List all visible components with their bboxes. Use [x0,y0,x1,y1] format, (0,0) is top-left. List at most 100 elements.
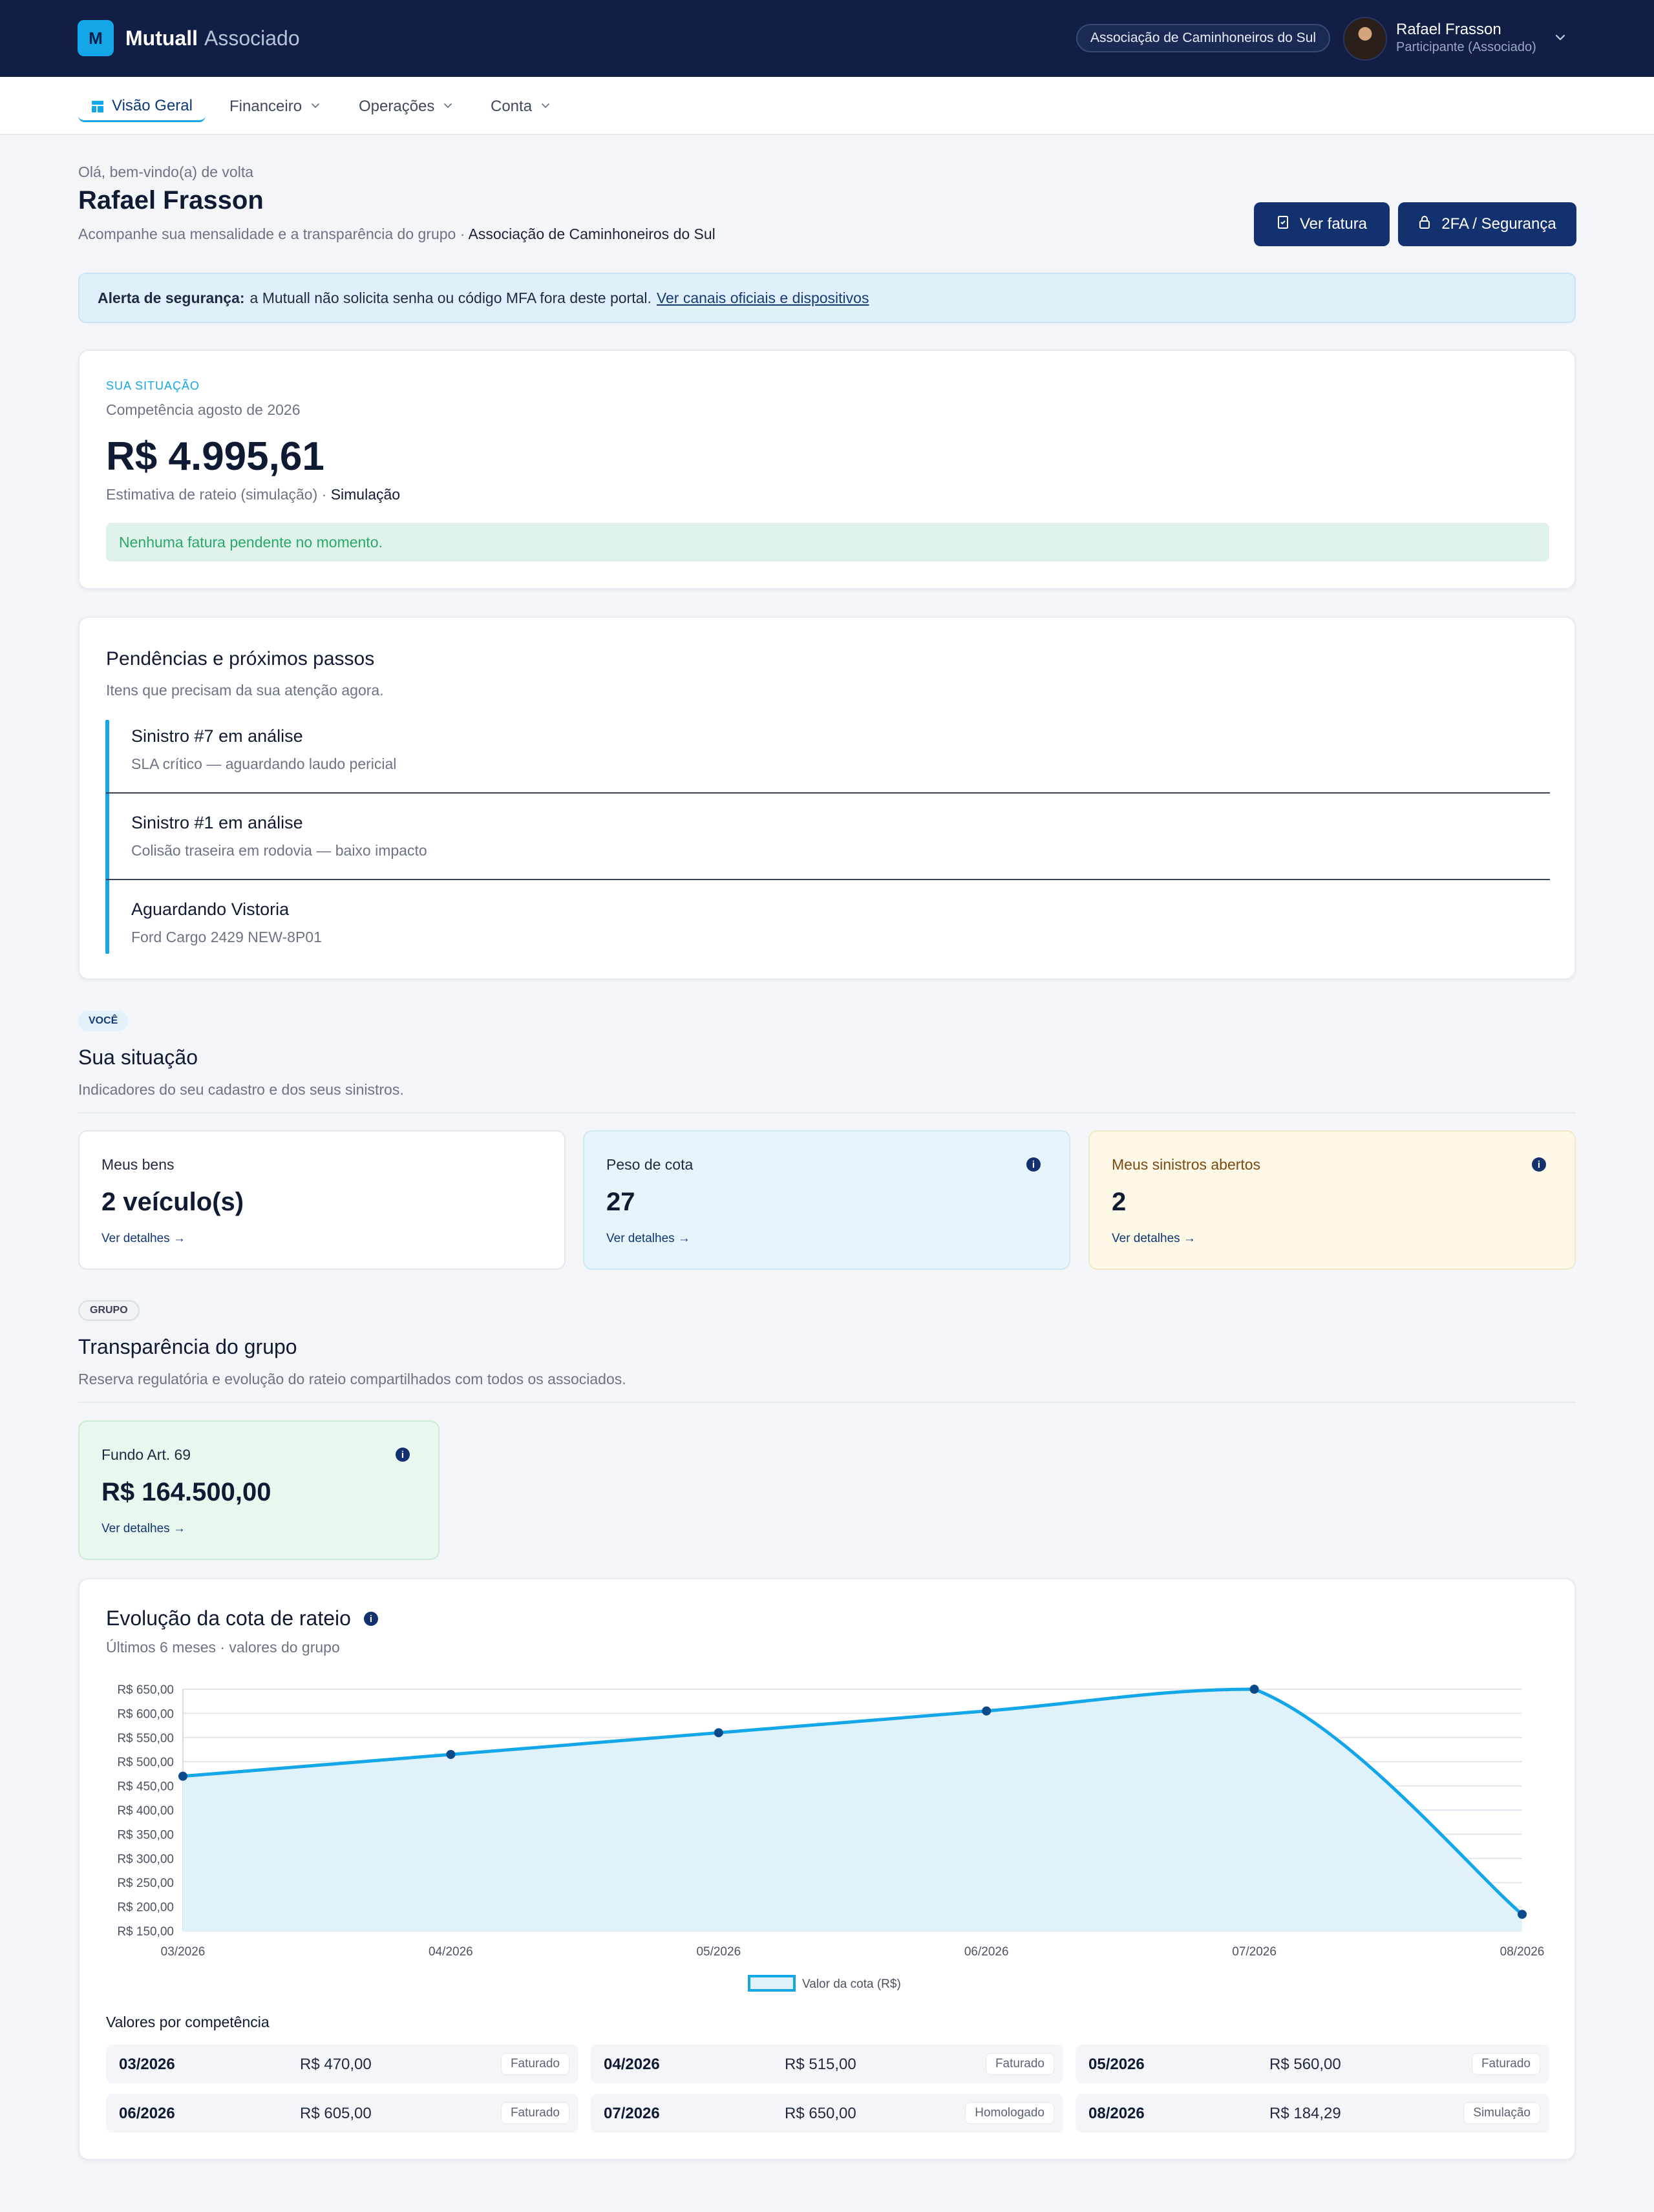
details-link[interactable]: Ver detalhes → [101,1232,186,1245]
info-icon[interactable]: i [1532,1157,1546,1172]
stat-card-peso-cota[interactable]: Peso de cota i 27 Ver detalhes → [583,1130,1070,1270]
status-message: Nenhuma fatura pendente no momento. [106,523,1549,562]
estimate-note-text: Estimativa de rateio (simulação) · [106,486,327,503]
competence: 05/2026 [1088,2056,1145,2073]
tab-label: Financeiro [229,98,302,115]
data-point [714,1728,723,1738]
pending-item-title: Sinistro #1 em análise [131,813,303,832]
lock-icon [1418,215,1431,233]
competence-label: Competência agosto de 2026 [106,401,301,418]
status-badge: Faturado [500,2053,569,2075]
details-link[interactable]: Ver detalhes → [101,1522,186,1535]
stat-card-bens[interactable]: Meus bens 2 veículo(s) Ver detalhes → [78,1130,566,1270]
tab-operacoes[interactable]: Operações [359,91,454,122]
details-link[interactable]: Ver detalhes → [606,1232,690,1245]
x-tick-label: 03/2026 [161,1945,206,1959]
view-invoice-button[interactable]: Ver fatura [1254,202,1390,246]
competence: 08/2026 [1088,2105,1145,2122]
security-2fa-button[interactable]: 2FA / Segurança [1398,202,1576,246]
page-title: Rafael Frasson [78,186,264,215]
greeting: Olá, bem-vindo(a) de volta [78,163,254,180]
x-axis-ticks: 03/2026 04/2026 05/2026 06/2026 07/2026 08/20… [161,1945,1545,1959]
amount: R$ 560,00 [1269,2056,1341,2073]
subtitle-text: Acompanhe sua mensalidade e a transparên… [78,226,465,242]
tab-conta[interactable]: Conta [491,91,551,122]
pending-item-title: Aguardando Vistoria [131,900,290,919]
data-point [1518,1910,1527,1919]
pending-card: Pendências e próximos passos Itens que p… [78,616,1576,980]
table-row: 03/2026 R$ 470,00 Faturado [106,2045,578,2083]
section-subtitle: Reserva regulatória e evolução do rateio… [78,1371,626,1387]
table-row: 04/2026 R$ 515,00 Faturado [591,2045,1063,2083]
competence: 03/2026 [119,2056,175,2073]
info-icon[interactable]: i [396,1448,410,1462]
list-item[interactable]: Aguardando Vistoria Ford Cargo 2429 NEW-… [131,900,322,946]
pending-title: Pendências e próximos passos [106,648,375,669]
button-label: 2FA / Segurança [1441,215,1556,233]
status-badge: Faturado [985,2053,1054,2075]
chart-legend: Valor da cota (R$) [748,1975,901,1992]
chart-card: Evolução da cota de rateio i Últimos 6 m… [78,1578,1576,2160]
divider [78,1402,1576,1403]
table-row: 05/2026 R$ 560,00 Faturado [1076,2045,1549,2083]
top-bar: M Mutuall Associado Associação de Caminh… [0,0,1654,77]
situation-card: Sua situação Competência agosto de 2026 … [78,350,1576,589]
stat-value: 2 veículo(s) [101,1188,244,1216]
stat-label: Meus bens [101,1156,175,1173]
x-tick-label: 08/2026 [1500,1945,1545,1959]
competence: 06/2026 [119,2105,175,2122]
estimated-amount: R$ 4.995,61 [106,434,324,479]
stat-value: 27 [606,1188,635,1216]
section-chip-voce: VOCÊ [78,1011,129,1031]
receipt-icon [1277,215,1289,233]
brand-logo: M [78,20,114,56]
brand[interactable]: M Mutuall Associado [78,20,300,56]
y-tick-label: R$ 400,00 [117,1804,174,1818]
section-chip-grupo: GRUPO [78,1300,140,1321]
y-tick-label: R$ 550,00 [117,1732,174,1745]
list-item[interactable]: Sinistro #1 em análise Colisão traseira … [131,813,427,859]
tab-financeiro[interactable]: Financeiro [229,91,321,122]
data-point [178,1771,187,1781]
x-tick-label: 07/2026 [1232,1945,1277,1959]
legend-swatch [748,1975,796,1992]
user-role: Participante (Associado) [1396,40,1536,54]
info-icon[interactable]: i [364,1612,378,1626]
stat-value: R$ 164.500,00 [101,1478,271,1506]
estimate-note-tag: Simulação [330,486,401,503]
official-channels-link[interactable]: Ver canais oficiais e dispositivos [656,289,869,306]
y-axis-ticks: R$ 650,00 R$ 600,00 R$ 550,00 R$ 500,00 R$ 4… [117,1683,174,1939]
section-subtitle: Indicadores do seu cadastro e dos seus s… [78,1081,404,1098]
status-badge: Faturado [1471,2053,1540,2075]
amount: R$ 650,00 [785,2105,856,2122]
tab-label: Operações [359,98,435,115]
chevron-down-icon[interactable] [1553,30,1568,45]
tab-visao-geral[interactable]: Visão Geral [78,91,206,122]
y-tick-label: R$ 600,00 [117,1707,174,1721]
dashboard-icon [91,100,104,112]
data-point [982,1706,991,1716]
pending-item-title: Sinistro #7 em análise [131,726,303,746]
fund-card[interactable]: Fundo Art. 69 i R$ 164.500,00 Ver detalh… [78,1420,440,1560]
pending-accent [105,720,109,954]
chevron-down-icon [540,100,551,114]
series-line [182,1687,1523,1916]
list-item[interactable]: Sinistro #7 em análise SLA crítico — agu… [131,726,396,773]
details-link[interactable]: Ver detalhes → [1112,1232,1196,1245]
y-tick-label: R$ 200,00 [117,1901,174,1915]
stat-card-sinistros[interactable]: Meus sinistros abertos i 2 Ver detalhes … [1088,1130,1576,1270]
y-tick-label: R$ 150,00 [117,1925,174,1939]
pending-item-desc: Colisão traseira em rodovia — baixo impa… [131,842,427,859]
stat-label: Meus sinistros abertos [1112,1156,1261,1173]
chart-title: Evolução da cota de rateio [106,1606,351,1630]
section-title: Transparência do grupo [78,1335,297,1358]
user-name[interactable]: Rafael Frasson [1396,21,1501,38]
competence: 07/2026 [604,2105,660,2122]
info-icon[interactable]: i [1026,1157,1041,1172]
page-subtitle: Acompanhe sua mensalidade e a transparên… [78,226,716,243]
estimate-note: Estimativa de rateio (simulação) · Simul… [106,486,400,503]
x-tick-label: 05/2026 [696,1945,741,1959]
y-tick-label: R$ 450,00 [117,1780,174,1794]
avatar[interactable] [1343,17,1387,61]
organization-badge[interactable]: Associação de Caminhoneiros do Sul [1076,24,1331,52]
